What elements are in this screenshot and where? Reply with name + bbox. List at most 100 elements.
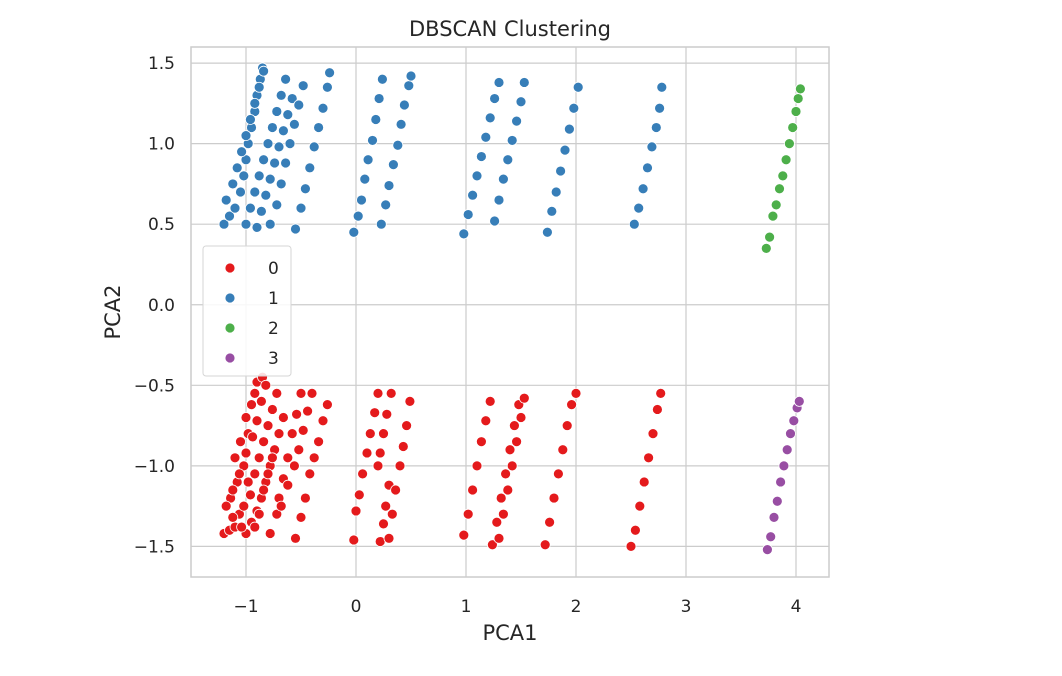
data-point (264, 173, 276, 185)
data-point (376, 73, 388, 85)
data-point (793, 396, 805, 407)
data-point (387, 159, 399, 170)
data-point (568, 102, 580, 114)
data-point (767, 210, 779, 222)
data-point (386, 508, 398, 520)
data-point (777, 170, 789, 182)
data-point (275, 89, 287, 101)
data-point (317, 102, 329, 114)
data-point (227, 484, 239, 496)
data-point (291, 408, 303, 420)
y-tick-label: 1.0 (148, 135, 175, 155)
data-point (771, 495, 783, 507)
data-point (235, 186, 246, 198)
data-point (462, 508, 474, 520)
data-point (321, 81, 333, 93)
data-point (244, 202, 256, 214)
data-point (518, 77, 530, 88)
data-point (266, 404, 278, 415)
data-point (375, 218, 387, 230)
data-point (273, 428, 285, 440)
data-point (264, 218, 276, 230)
data-point (495, 492, 507, 504)
data-point (353, 489, 365, 501)
data-point (313, 122, 325, 133)
data-point (273, 141, 285, 153)
data-point (253, 170, 265, 182)
data-point (381, 408, 393, 420)
data-point (643, 452, 654, 464)
data-point (372, 460, 384, 472)
data-point (475, 436, 487, 448)
legend-marker (224, 262, 236, 274)
data-point (480, 415, 492, 427)
data-point (790, 106, 802, 117)
data-point (255, 396, 267, 407)
legend-label: 1 (268, 289, 279, 309)
data-point (235, 436, 246, 448)
x-tick-label: 3 (681, 597, 692, 617)
data-point (484, 396, 496, 407)
data-point (290, 532, 301, 544)
data-point (308, 141, 320, 153)
data-point (231, 162, 243, 174)
legend: 0 1 2 3 (202, 245, 292, 377)
data-point (357, 468, 369, 480)
data-point (229, 452, 241, 464)
legend-label: 2 (268, 319, 279, 339)
data-point (293, 99, 305, 111)
x-axis-label: PCA1 (482, 621, 537, 645)
data-point (304, 162, 316, 174)
data-point (378, 518, 389, 530)
y-axis-label: PCA2 (101, 284, 125, 339)
data-point (227, 511, 239, 523)
data-point (258, 484, 270, 496)
data-point (383, 180, 395, 191)
data-point (244, 489, 256, 501)
data-point (570, 387, 582, 399)
data-point (374, 447, 386, 459)
data-point (236, 521, 248, 533)
data-point (390, 484, 402, 496)
data-point (760, 242, 772, 254)
data-points (218, 62, 806, 556)
data-point (302, 405, 314, 417)
data-point (295, 202, 307, 214)
series-0-points (218, 371, 667, 552)
data-point (264, 528, 276, 539)
data-point (630, 524, 641, 536)
series-1-points (218, 62, 668, 240)
data-point (249, 521, 261, 533)
data-point (246, 399, 257, 411)
data-point (539, 539, 551, 551)
data-point (356, 194, 367, 206)
data-point (286, 428, 298, 440)
data-point (233, 468, 245, 480)
data-point (403, 80, 415, 92)
data-point (652, 404, 663, 415)
data-point (297, 425, 309, 436)
data-point (364, 428, 376, 440)
chart-title: DBSCAN Clustering (409, 17, 611, 41)
data-point (557, 444, 569, 456)
data-point (313, 436, 325, 448)
data-point (369, 407, 381, 419)
data-point (394, 460, 406, 472)
legend-label: 3 (268, 349, 279, 369)
data-point (398, 99, 410, 111)
data-point (253, 508, 265, 520)
y-tick-label: −0.5 (134, 376, 175, 396)
data-point (251, 415, 263, 427)
data-point (380, 500, 392, 512)
data-point (489, 93, 501, 104)
data-point (288, 460, 300, 472)
data-point (277, 125, 289, 137)
data-point (367, 135, 378, 146)
data-point (775, 476, 786, 488)
data-point (656, 81, 668, 93)
data-point (774, 183, 785, 195)
data-point (458, 228, 470, 240)
data-point (559, 144, 571, 156)
data-point (266, 122, 278, 133)
